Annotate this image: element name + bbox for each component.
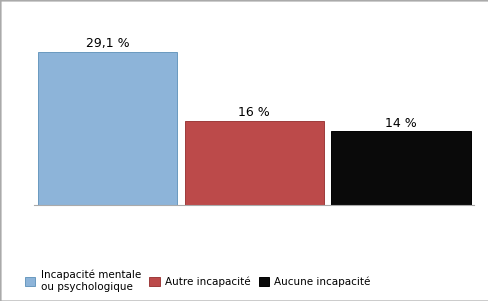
Text: 16 %: 16 % [238, 106, 269, 119]
Bar [184, 121, 323, 205]
Bar [330, 131, 469, 205]
Text: 14 %: 14 % [385, 117, 416, 130]
Text: 29,1 %: 29,1 % [85, 37, 129, 51]
Legend: Incapacité mentale
ou psychologique, Autre incapacité, Aucune incapacité: Incapacité mentale ou psychologique, Aut… [22, 267, 373, 295]
Bar [38, 52, 177, 205]
